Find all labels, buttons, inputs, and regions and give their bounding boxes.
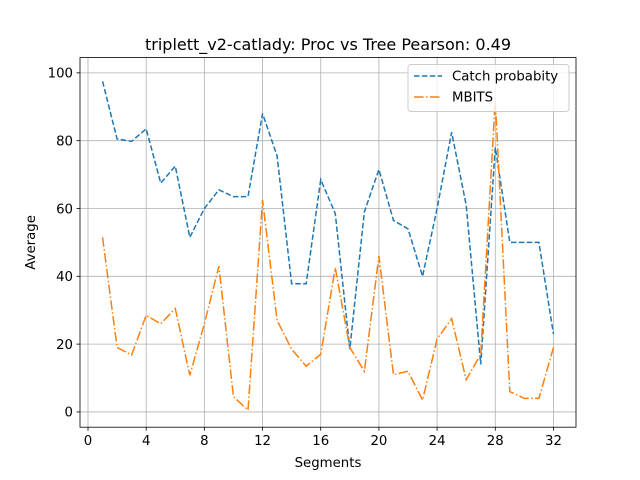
legend: Catch probabity MBITS: [407, 64, 570, 112]
x-tick-label: 24: [429, 434, 446, 449]
series-layer: [101, 81, 555, 412]
plot-frame: [79, 57, 577, 428]
legend-label-mbits: MBITS: [452, 91, 493, 106]
x-tick-label: 12: [254, 434, 271, 449]
chart-title: triplett_v2-catlady: Proc vs Tree Pearso…: [145, 35, 511, 55]
y-tick-label: 80: [56, 134, 73, 149]
x-tick-label: 28: [487, 434, 504, 449]
ticks: 0 4 8 12 16 20 24 28 32 0 20 40 60 80 100: [48, 67, 562, 450]
series-line-mbits: [101, 99, 555, 412]
y-tick-label: 0: [65, 406, 73, 421]
legend-box: [407, 64, 570, 112]
legend-label-catch-probabity: Catch probabity: [452, 70, 558, 85]
y-tick-label: 100: [48, 67, 73, 82]
x-tick-label: 20: [370, 434, 387, 449]
x-tick-label: 4: [142, 434, 150, 449]
x-tick-label: 0: [84, 434, 92, 449]
y-axis-label: Average: [24, 215, 39, 270]
y-tick-label: 40: [56, 270, 73, 285]
y-tick-label: 60: [56, 202, 73, 217]
grid: [80, 57, 576, 428]
x-tick-label: 16: [312, 434, 329, 449]
y-tick-label: 20: [56, 338, 73, 353]
x-tick-label: 8: [200, 434, 208, 449]
x-axis-label: Segments: [295, 456, 362, 471]
x-tick-label: 32: [545, 434, 562, 449]
series-line-catch-probabity: [101, 81, 555, 365]
